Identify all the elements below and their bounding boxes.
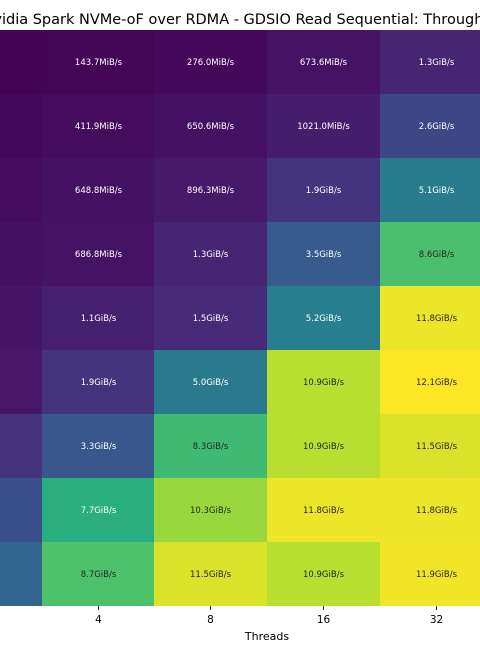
cell-value-label: 10.9GiB/s: [303, 442, 345, 452]
heatmap-cell: [0, 478, 43, 542]
heatmap-cell: [267, 94, 380, 158]
cell-value-label: 11.8GiB/s: [303, 506, 345, 516]
heatmap-cell: [42, 94, 155, 158]
x-tick-label: 16: [317, 614, 331, 626]
x-tick-label: 4: [95, 614, 102, 626]
heatmap-cells: /sB/sB/sB/sB/sB/ssss143.7MiB/s411.9MiB/s…: [0, 30, 480, 606]
cell-value-label: 143.7MiB/s: [75, 58, 123, 68]
heatmap-cell: [380, 30, 480, 94]
heatmap-cell: [0, 414, 43, 478]
cell-value-label: 10.9GiB/s: [303, 378, 345, 388]
cell-value-label: 11.9GiB/s: [416, 570, 458, 580]
heatmap-cell: [380, 286, 480, 350]
heatmap-cell: [267, 222, 380, 286]
cell-value-label: 1.9GiB/s: [306, 186, 342, 196]
cell-value-label: 8.7GiB/s: [81, 570, 117, 580]
heatmap-cell: [267, 158, 380, 222]
cell-value-label: 686.8MiB/s: [75, 250, 123, 260]
heatmap-cell: [154, 350, 267, 414]
heatmap-cell: [154, 286, 267, 350]
heatmap-cell: [154, 30, 267, 94]
heatmap-cell: [380, 222, 480, 286]
cell-value-label: 673.6MiB/s: [300, 58, 348, 68]
cell-value-label: 5.1GiB/s: [419, 186, 455, 196]
heatmap-cell: [42, 222, 155, 286]
cell-value-label: 7.7GiB/s: [81, 506, 117, 516]
heatmap-cell: [380, 542, 480, 606]
heatmap-cell: [0, 158, 43, 222]
cell-value-label: 896.3MiB/s: [187, 186, 235, 196]
heatmap-cell: [267, 350, 380, 414]
heatmap-cell: [0, 222, 43, 286]
cell-value-label: 276.0MiB/s: [187, 58, 235, 68]
heatmap-cell: [154, 94, 267, 158]
heatmap-cell: [154, 542, 267, 606]
heatmap-cell: [267, 286, 380, 350]
heatmap-cell: [154, 478, 267, 542]
heatmap-cell: [0, 542, 43, 606]
heatmap-cell: [0, 94, 43, 158]
cell-value-label: 11.5GiB/s: [190, 570, 232, 580]
heatmap-cell: [154, 222, 267, 286]
heatmap-cell: [0, 30, 43, 94]
cell-value-label: 1.5GiB/s: [193, 314, 229, 324]
heatmap-cell: [42, 286, 155, 350]
cell-value-label: 11.5GiB/s: [416, 442, 458, 452]
chart-title: Nvidia Spark NVMe-oF over RDMA - GDSIO R…: [0, 12, 480, 28]
heatmap-cell: [380, 158, 480, 222]
cell-value-label: 1021.0MiB/s: [297, 122, 350, 132]
heatmap-cell: [42, 478, 155, 542]
cell-value-label: 11.8GiB/s: [416, 314, 458, 324]
heatmap-cell: [154, 158, 267, 222]
cell-value-label: 11.8GiB/s: [416, 506, 458, 516]
heatmap-cell: [267, 478, 380, 542]
cell-value-label: 3.5GiB/s: [306, 250, 342, 260]
heatmap-cell: [0, 350, 43, 414]
x-axis-ticks: 4 8 16 32: [95, 606, 443, 626]
cell-value-label: 1.1GiB/s: [81, 314, 117, 324]
cell-value-label: 3.3GiB/s: [81, 442, 117, 452]
heatmap-cell: [380, 94, 480, 158]
cell-value-label: 2.6GiB/s: [419, 122, 455, 132]
x-axis-label: Threads: [244, 630, 289, 643]
cell-value-label: 411.9MiB/s: [75, 122, 123, 132]
heatmap-cell: [380, 414, 480, 478]
x-tick-label: 8: [207, 614, 214, 626]
cell-value-label: 10.9GiB/s: [303, 570, 345, 580]
cell-value-label: 8.3GiB/s: [193, 442, 229, 452]
heatmap-cell: [42, 30, 155, 94]
cell-value-label: 1.9GiB/s: [81, 378, 117, 388]
cell-value-label: 12.1GiB/s: [416, 378, 458, 388]
heatmap-cell: [42, 414, 155, 478]
cell-value-label: 8.6GiB/s: [419, 250, 455, 260]
cell-value-label: 650.6MiB/s: [187, 122, 235, 132]
heatmap-cell: [42, 158, 155, 222]
heatmap-cell: [0, 286, 43, 350]
cell-value-label: 648.8MiB/s: [75, 186, 123, 196]
heatmap-cell: [42, 542, 155, 606]
heatmap-cell: [42, 350, 155, 414]
heatmap-cell: [267, 414, 380, 478]
heatmap-cell: [380, 478, 480, 542]
cell-value-label: 1.3GiB/s: [193, 250, 229, 260]
cell-value-label: 1.3GiB/s: [419, 58, 455, 68]
cell-value-label: 5.2GiB/s: [306, 314, 342, 324]
cell-value-label: 10.3GiB/s: [190, 506, 232, 516]
x-tick-label: 32: [430, 614, 443, 626]
heatmap-cell: [154, 414, 267, 478]
heatmap-cell: [267, 30, 380, 94]
heatmap-cell: [380, 350, 480, 414]
heatmap-cell: [267, 542, 380, 606]
cell-value-label: 5.0GiB/s: [193, 378, 229, 388]
